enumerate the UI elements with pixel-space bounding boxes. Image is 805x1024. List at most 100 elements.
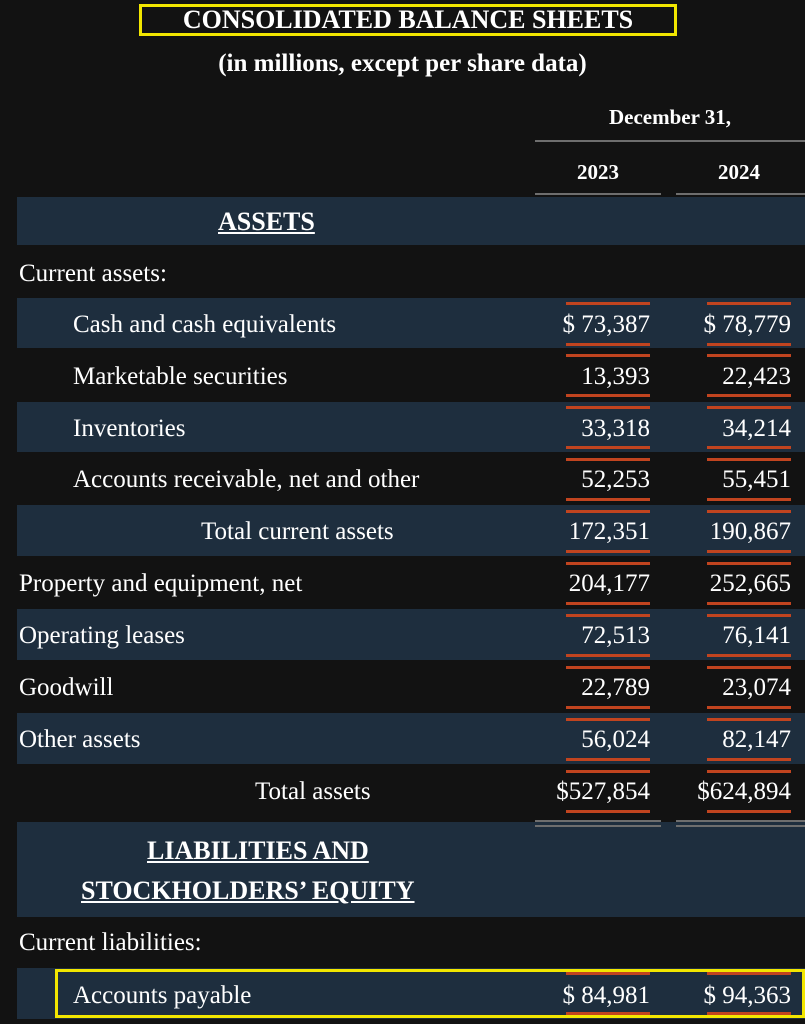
accent-underline (707, 458, 791, 461)
accent-underline (707, 302, 791, 305)
liabilities-band (17, 822, 805, 917)
accent-underline (566, 458, 650, 461)
value-2024-total-current-assets: 190,867 (709, 518, 791, 545)
value-2024-other-assets: 82,147 (722, 726, 791, 753)
accent-underline (566, 343, 650, 346)
value-2023-property-equipment: 204,177 (568, 570, 650, 597)
header-divider (535, 140, 805, 142)
accent-underline (566, 666, 650, 669)
accent-underline (707, 354, 791, 357)
accent-underline (566, 1012, 650, 1015)
accent-underline (566, 562, 650, 565)
total-double-rule (535, 820, 661, 822)
value-2024-marketable-securities: 22,423 (722, 363, 791, 390)
assets-heading: ASSETS (218, 207, 315, 236)
year-2023-divider (535, 193, 661, 195)
value-2024-accounts-receivable: 55,451 (722, 466, 791, 493)
value-2024-goodwill: 23,074 (722, 674, 791, 701)
value-2023-total-assets: $527,854 (556, 778, 650, 805)
accent-underline (566, 758, 650, 761)
accent-underline (566, 706, 650, 709)
row-label-marketable-securities: Marketable securities (73, 363, 288, 390)
row-band-accounts-payable (17, 968, 805, 1019)
value-2023-goodwill: 22,789 (581, 674, 650, 701)
year-2024-divider (676, 193, 805, 195)
accent-underline (566, 550, 650, 553)
liabilities-heading-line1: LIABILITIES AND (147, 836, 369, 865)
accent-underline (566, 394, 650, 397)
current-assets-heading: Current assets: (19, 260, 167, 287)
accent-underline (707, 1012, 791, 1015)
accent-underline (707, 498, 791, 501)
accent-underline (566, 302, 650, 305)
row-band-inventories (17, 402, 805, 452)
year-header-2024: 2024 (718, 160, 760, 184)
date-header: December 31, (608, 105, 732, 129)
row-label-operating-leases: Operating leases (19, 622, 185, 649)
row-label-total-assets: Total assets (255, 778, 371, 805)
row-label-total-current-assets: Total current assets (201, 518, 394, 545)
value-2023-total-current-assets: 172,351 (568, 518, 650, 545)
accent-underline (707, 770, 791, 773)
accent-underline (707, 810, 791, 813)
accent-underline (707, 614, 791, 617)
value-2023-cash: $ 73,387 (562, 311, 651, 338)
row-label-inventories: Inventories (73, 415, 186, 442)
accent-underline (566, 972, 650, 975)
row-label-cash: Cash and cash equivalents (73, 311, 337, 338)
accent-underline (707, 446, 791, 449)
year-header-2023: 2023 (577, 160, 619, 184)
value-2024-operating-leases: 76,141 (722, 622, 791, 649)
accent-underline (566, 446, 650, 449)
accent-underline (707, 550, 791, 553)
accent-underline (566, 654, 650, 657)
value-2023-inventories: 33,318 (581, 415, 650, 442)
accent-underline (566, 602, 650, 605)
accent-underline (707, 972, 791, 975)
value-2023-other-assets: 56,024 (581, 726, 650, 753)
row-band-total-current (17, 505, 805, 556)
row-label-accounts-payable: Accounts payable (73, 982, 252, 1009)
current-liabilities-heading: Current liabilities: (19, 929, 202, 956)
total-double-rule (535, 825, 661, 827)
row-label-goodwill: Goodwill (19, 674, 114, 701)
value-2024-accounts-payable: $ 94,363 (703, 982, 792, 1009)
row-band-other-assets (17, 713, 805, 764)
liabilities-heading-line2: STOCKHOLDERS’ EQUITY (81, 876, 415, 905)
row-band-operating-leases (17, 609, 805, 660)
value-2023-accounts-payable: $ 84,981 (562, 982, 651, 1009)
accent-underline (707, 562, 791, 565)
accent-underline (566, 718, 650, 721)
accent-underline (707, 394, 791, 397)
value-2024-property-equipment: 252,665 (709, 570, 791, 597)
total-double-rule (676, 820, 805, 822)
row-label-accounts-receivable: Accounts receivable, net and other (73, 466, 420, 493)
accent-underline (566, 510, 650, 513)
accent-underline (707, 758, 791, 761)
value-2023-marketable-securities: 13,393 (581, 363, 650, 390)
accent-underline (707, 602, 791, 605)
accent-underline (707, 718, 791, 721)
accent-underline (566, 354, 650, 357)
total-double-rule (676, 825, 805, 827)
value-2024-cash: $ 78,779 (703, 311, 792, 338)
accent-underline (707, 654, 791, 657)
accent-underline (566, 614, 650, 617)
accounts-payable-highlight (55, 969, 805, 1018)
accent-underline (707, 406, 791, 409)
accent-underline (566, 770, 650, 773)
row-band-cash (17, 298, 805, 348)
accent-underline (566, 406, 650, 409)
row-label-property-equipment: Property and equipment, net (19, 570, 303, 597)
accent-underline (707, 666, 791, 669)
value-2023-operating-leases: 72,513 (581, 622, 650, 649)
accent-underline (707, 343, 791, 346)
assets-band (17, 197, 805, 245)
accent-underline (566, 810, 650, 813)
accent-underline (707, 706, 791, 709)
row-label-other-assets: Other assets (19, 726, 141, 753)
page-title: CONSOLIDATED BALANCE SHEETS (139, 4, 677, 36)
accent-underline (566, 498, 650, 501)
value-2024-inventories: 34,214 (722, 415, 791, 442)
value-2023-accounts-receivable: 52,253 (581, 466, 650, 493)
